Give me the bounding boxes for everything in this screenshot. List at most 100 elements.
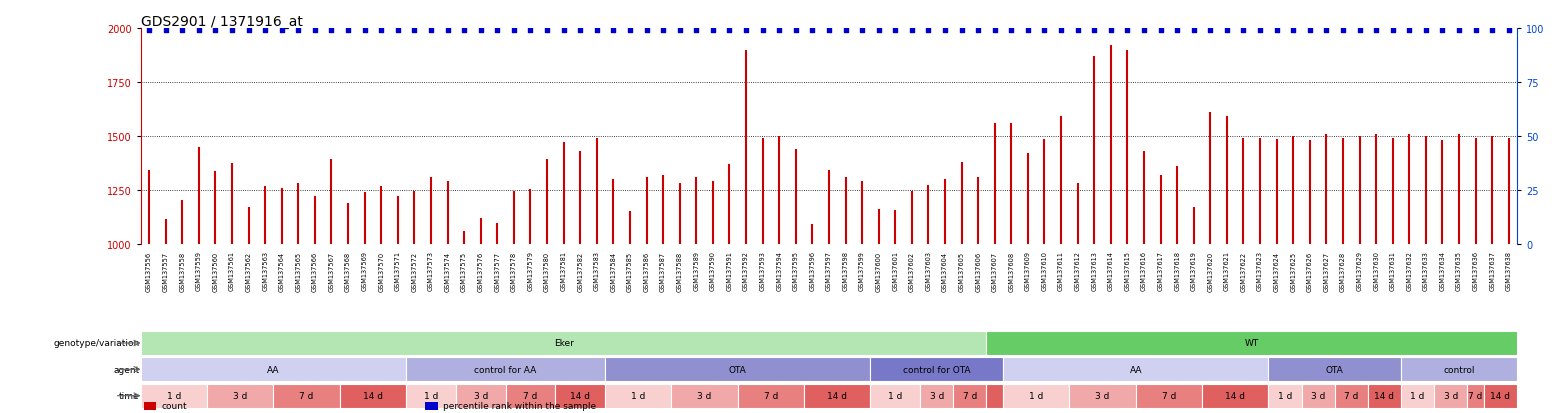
Text: 1 d: 1 d (1278, 391, 1292, 400)
Bar (1203, 384, 1268, 408)
Bar (1368, 384, 1401, 408)
Point (1447, 28, 1472, 34)
Text: GSM137587: GSM137587 (660, 251, 666, 291)
Point (982, 28, 1007, 34)
Bar (871, 358, 1003, 381)
Text: GSM137567: GSM137567 (328, 251, 335, 291)
Bar (274, 384, 339, 408)
Text: control for AA: control for AA (474, 365, 536, 374)
Text: GSM137601: GSM137601 (891, 251, 898, 291)
Point (1248, 28, 1273, 34)
Point (1347, 28, 1372, 34)
Text: 14 d: 14 d (571, 391, 590, 400)
Text: GSM137576: GSM137576 (477, 251, 483, 291)
Text: AA: AA (1129, 365, 1142, 374)
Point (1314, 28, 1339, 34)
Point (385, 28, 410, 34)
Text: GSM137571: GSM137571 (394, 251, 400, 291)
Bar (1070, 384, 1135, 408)
Bar (1003, 384, 1070, 408)
Point (734, 28, 759, 34)
Point (1032, 28, 1057, 34)
Text: GSM137578: GSM137578 (511, 251, 516, 291)
Text: GSM137609: GSM137609 (1024, 251, 1031, 291)
Text: 3 d: 3 d (1311, 391, 1325, 400)
Point (568, 28, 593, 34)
Point (219, 28, 244, 34)
Point (932, 28, 957, 34)
Point (452, 28, 477, 34)
Text: GSM137636: GSM137636 (1473, 251, 1478, 291)
Point (419, 28, 444, 34)
Text: GSM137622: GSM137622 (1240, 251, 1247, 291)
Text: GSM137565: GSM137565 (296, 251, 302, 291)
Text: GSM137633: GSM137633 (1423, 251, 1429, 291)
Text: GSM137637: GSM137637 (1489, 251, 1495, 291)
Point (253, 28, 278, 34)
Point (834, 28, 859, 34)
Text: GSM137559: GSM137559 (196, 251, 202, 291)
Point (136, 28, 161, 34)
Point (1297, 28, 1322, 34)
Bar (1401, 358, 1517, 381)
Bar (605, 358, 871, 381)
Text: 1 d: 1 d (167, 391, 181, 400)
Point (1497, 28, 1522, 34)
Point (1148, 28, 1173, 34)
Bar (1301, 384, 1334, 408)
Text: time: time (119, 391, 139, 400)
Text: GSM137564: GSM137564 (278, 251, 285, 291)
Point (236, 28, 261, 34)
Text: agent: agent (113, 365, 139, 374)
Text: GSM137566: GSM137566 (311, 251, 317, 291)
Text: 7 d: 7 d (1162, 391, 1176, 400)
Point (668, 28, 693, 34)
Text: GSM137619: GSM137619 (1190, 251, 1196, 291)
Text: 7 d: 7 d (524, 391, 538, 400)
Point (1429, 28, 1455, 34)
Point (585, 28, 610, 34)
Text: GSM137572: GSM137572 (411, 251, 418, 291)
Text: 3 d: 3 d (1444, 391, 1458, 400)
Text: GSM137628: GSM137628 (1340, 251, 1347, 291)
Text: control: control (1444, 365, 1475, 374)
Point (203, 28, 228, 34)
Text: 7 d: 7 d (1469, 391, 1483, 400)
Text: GSM137556: GSM137556 (145, 251, 152, 291)
Point (402, 28, 427, 34)
Text: GSM137585: GSM137585 (627, 251, 633, 291)
Text: GDS2901 / 1371916_at: GDS2901 / 1371916_at (141, 15, 303, 29)
Text: GSM137613: GSM137613 (1092, 251, 1098, 291)
Bar (987, 331, 1517, 355)
Text: GSM137629: GSM137629 (1356, 251, 1362, 291)
Point (1331, 28, 1356, 34)
Point (1165, 28, 1190, 34)
Point (551, 28, 576, 34)
Point (1281, 28, 1306, 34)
Text: GSM137568: GSM137568 (346, 251, 350, 291)
Text: GSM137584: GSM137584 (610, 251, 616, 291)
Point (468, 28, 493, 34)
Text: percentile rank within the sample: percentile rank within the sample (443, 401, 596, 411)
Point (799, 28, 824, 34)
Text: GSM137631: GSM137631 (1390, 251, 1395, 291)
Point (601, 28, 626, 34)
Point (186, 28, 211, 34)
Text: GSM137595: GSM137595 (793, 251, 799, 291)
Text: GSM137594: GSM137594 (776, 251, 782, 291)
Bar (1401, 384, 1434, 408)
Point (751, 28, 776, 34)
Text: 1 d: 1 d (424, 391, 438, 400)
Text: GSM137597: GSM137597 (826, 251, 832, 291)
Text: 7 d: 7 d (1343, 391, 1359, 400)
Text: AA: AA (267, 365, 280, 374)
Text: GSM137638: GSM137638 (1506, 251, 1512, 291)
Text: GSM137569: GSM137569 (361, 251, 368, 291)
Point (816, 28, 841, 34)
Point (866, 28, 891, 34)
Bar (1484, 384, 1517, 408)
Bar (738, 384, 804, 408)
Point (1015, 28, 1040, 34)
Bar (1268, 358, 1401, 381)
Point (683, 28, 708, 34)
